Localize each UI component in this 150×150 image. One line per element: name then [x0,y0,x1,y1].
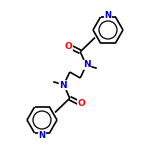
Text: O: O [78,99,85,108]
Text: N: N [59,81,67,90]
Text: N: N [83,60,91,69]
Text: O: O [65,42,72,51]
Text: N: N [39,130,45,140]
Text: N: N [105,11,111,20]
